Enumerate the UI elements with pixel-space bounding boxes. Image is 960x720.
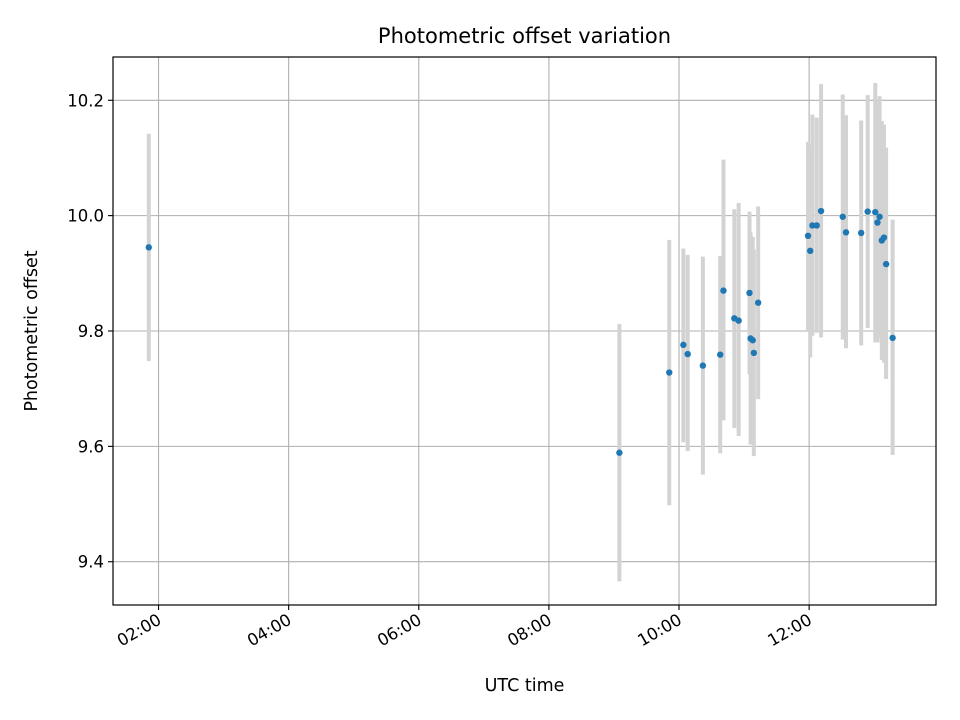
- data-point: [145, 244, 152, 251]
- data-point: [876, 213, 883, 220]
- data-point: [754, 299, 762, 306]
- data-points: [145, 207, 896, 456]
- data-point: [616, 449, 623, 456]
- y-tick-label: 9.8: [78, 322, 104, 341]
- data-point: [804, 232, 812, 240]
- data-point: [750, 349, 758, 357]
- chart-title: Photometric offset variation: [378, 24, 671, 48]
- data-point: [735, 317, 742, 324]
- data-point: [880, 234, 888, 241]
- data-point: [680, 341, 687, 349]
- data-point: [817, 207, 825, 215]
- x-axis-label: UTC time: [485, 676, 565, 696]
- y-tick-label: 10.2: [67, 91, 104, 110]
- data-point: [684, 350, 691, 358]
- data-point: [807, 247, 814, 255]
- data-point: [857, 229, 865, 237]
- y-tick-label: 9.4: [78, 553, 104, 572]
- data-point: [882, 260, 890, 268]
- data-point: [839, 213, 846, 220]
- data-point: [749, 337, 756, 344]
- data-point: [746, 289, 753, 297]
- data-point: [864, 208, 871, 215]
- data-point: [842, 229, 850, 236]
- y-tick-label: 10.0: [67, 207, 104, 226]
- data-point: [666, 369, 673, 376]
- y-tick-label: 9.6: [78, 437, 104, 456]
- data-point: [717, 351, 724, 358]
- data-point: [720, 287, 727, 294]
- data-point: [874, 219, 881, 226]
- y-axis-ticks: 9.4 9.6 9.8 10.0 10.2: [67, 91, 113, 572]
- data-point: [872, 208, 879, 216]
- data-point: [889, 334, 896, 342]
- data-point: [813, 222, 820, 229]
- y-axis-label: Photometric offset: [22, 250, 42, 411]
- data-point: [699, 362, 707, 369]
